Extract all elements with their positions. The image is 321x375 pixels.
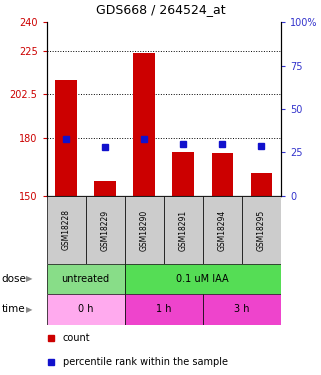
Bar xyxy=(251,173,272,196)
Text: GSM18291: GSM18291 xyxy=(179,209,188,251)
Text: 1 h: 1 h xyxy=(156,304,171,315)
Bar xyxy=(203,294,281,325)
Bar xyxy=(164,196,203,264)
Text: ▶: ▶ xyxy=(26,305,32,314)
Bar xyxy=(125,196,164,264)
Bar xyxy=(125,294,203,325)
Text: 0 h: 0 h xyxy=(78,304,93,315)
Text: percentile rank within the sample: percentile rank within the sample xyxy=(63,357,228,367)
Text: GDS668 / 264524_at: GDS668 / 264524_at xyxy=(96,3,225,16)
Bar xyxy=(203,196,242,264)
Bar xyxy=(134,53,155,196)
Bar xyxy=(125,264,281,294)
Bar xyxy=(242,196,281,264)
Text: GSM18295: GSM18295 xyxy=(257,209,266,251)
Bar xyxy=(55,80,77,196)
Text: ▶: ▶ xyxy=(26,274,32,284)
Text: 0.1 uM IAA: 0.1 uM IAA xyxy=(177,274,229,284)
Bar xyxy=(94,180,116,196)
Bar xyxy=(47,196,86,264)
Bar xyxy=(47,294,125,325)
Text: untreated: untreated xyxy=(62,274,110,284)
Bar xyxy=(212,153,233,196)
Bar xyxy=(172,152,194,196)
Text: GSM18229: GSM18229 xyxy=(100,209,110,251)
Text: GSM18290: GSM18290 xyxy=(140,209,149,251)
Text: GSM18294: GSM18294 xyxy=(218,209,227,251)
Text: time: time xyxy=(2,304,25,315)
Text: count: count xyxy=(63,333,91,344)
Text: dose: dose xyxy=(2,274,26,284)
Text: 3 h: 3 h xyxy=(234,304,249,315)
Bar xyxy=(47,264,125,294)
Bar xyxy=(86,196,125,264)
Text: GSM18228: GSM18228 xyxy=(62,210,71,251)
